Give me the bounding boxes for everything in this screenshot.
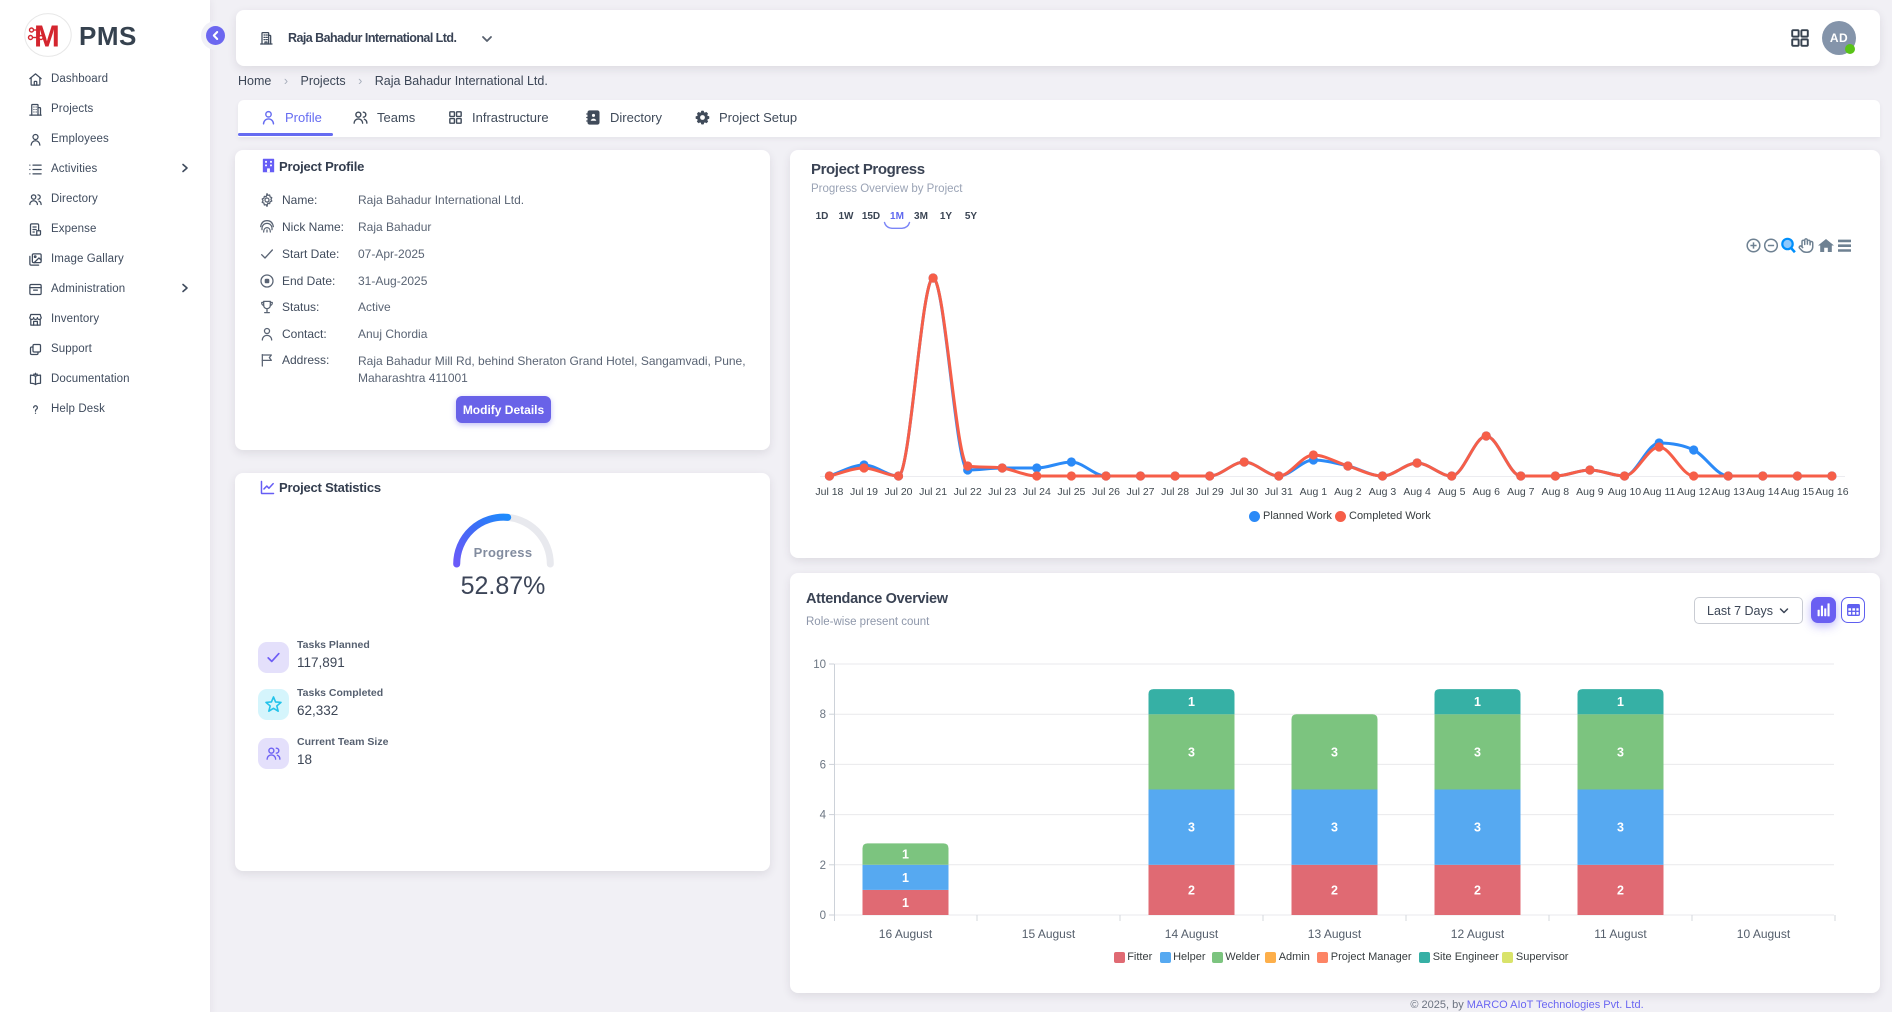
svg-text:16 August: 16 August [879, 927, 933, 941]
svg-text:1: 1 [1474, 695, 1481, 709]
svg-text:Jul 25: Jul 25 [1057, 486, 1085, 498]
svg-text:2: 2 [820, 860, 826, 872]
svg-text:Jul 30: Jul 30 [1230, 486, 1258, 498]
svg-text:6: 6 [820, 759, 826, 771]
svg-text:Aug 16: Aug 16 [1815, 486, 1848, 498]
svg-text:M: M [34, 19, 60, 54]
svg-text:3: 3 [1188, 821, 1195, 835]
svg-text:1: 1 [1188, 695, 1195, 709]
svg-text:3: 3 [1331, 745, 1338, 759]
svg-text:Aug 5: Aug 5 [1438, 486, 1466, 498]
svg-text:Aug 9: Aug 9 [1576, 486, 1604, 498]
svg-text:Jul 24: Jul 24 [1023, 486, 1051, 498]
svg-text:10 August: 10 August [1737, 927, 1791, 941]
svg-text:0: 0 [820, 910, 826, 922]
svg-text:Aug 12: Aug 12 [1677, 486, 1710, 498]
svg-text:3: 3 [1188, 745, 1195, 759]
svg-text:1: 1 [902, 896, 909, 910]
svg-text:2: 2 [1474, 883, 1481, 897]
svg-text:3: 3 [1474, 821, 1481, 835]
svg-text:Jul 31: Jul 31 [1265, 486, 1293, 498]
svg-text:Jul 28: Jul 28 [1161, 486, 1189, 498]
svg-text:1: 1 [1617, 695, 1624, 709]
svg-text:14 August: 14 August [1165, 927, 1219, 941]
svg-text:15 August: 15 August [1022, 927, 1076, 941]
svg-text:Jul 23: Jul 23 [988, 486, 1016, 498]
svg-text:Jul 19: Jul 19 [850, 486, 878, 498]
svg-text:Aug 1: Aug 1 [1300, 486, 1328, 498]
svg-text:Jul 22: Jul 22 [954, 486, 982, 498]
svg-text:Aug 11: Aug 11 [1643, 486, 1676, 498]
svg-text:2: 2 [1331, 883, 1338, 897]
svg-text:8: 8 [820, 709, 826, 721]
svg-text:11 August: 11 August [1594, 927, 1647, 941]
svg-text:4: 4 [820, 810, 827, 822]
svg-text:Aug 15: Aug 15 [1781, 486, 1814, 498]
svg-text:Aug 2: Aug 2 [1334, 486, 1362, 498]
svg-text:Jul 18: Jul 18 [815, 486, 843, 498]
svg-text:Aug 8: Aug 8 [1542, 486, 1570, 498]
svg-text:2: 2 [1188, 883, 1195, 897]
svg-text:Jul 26: Jul 26 [1092, 486, 1120, 498]
svg-text:Aug 7: Aug 7 [1507, 486, 1535, 498]
svg-text:10: 10 [813, 659, 826, 671]
svg-text:Aug 3: Aug 3 [1369, 486, 1397, 498]
svg-text:Jul 21: Jul 21 [919, 486, 947, 498]
svg-text:Jul 29: Jul 29 [1196, 486, 1224, 498]
svg-text:3: 3 [1474, 745, 1481, 759]
svg-text:2: 2 [1617, 883, 1624, 897]
svg-text:3: 3 [1617, 745, 1624, 759]
svg-text:Aug 14: Aug 14 [1746, 486, 1779, 498]
svg-text:1: 1 [902, 871, 909, 885]
svg-text:3: 3 [1617, 821, 1624, 835]
svg-text:Aug 6: Aug 6 [1472, 486, 1500, 498]
svg-text:Aug 10: Aug 10 [1608, 486, 1641, 498]
svg-text:Aug 13: Aug 13 [1712, 486, 1745, 498]
svg-text:13 August: 13 August [1308, 927, 1362, 941]
svg-text:3: 3 [1331, 821, 1338, 835]
svg-text:12 August: 12 August [1451, 927, 1505, 941]
svg-text:Jul 20: Jul 20 [884, 486, 912, 498]
svg-text:Jul 27: Jul 27 [1126, 486, 1154, 498]
svg-text:1: 1 [902, 847, 909, 861]
svg-text:Aug 4: Aug 4 [1403, 486, 1431, 498]
